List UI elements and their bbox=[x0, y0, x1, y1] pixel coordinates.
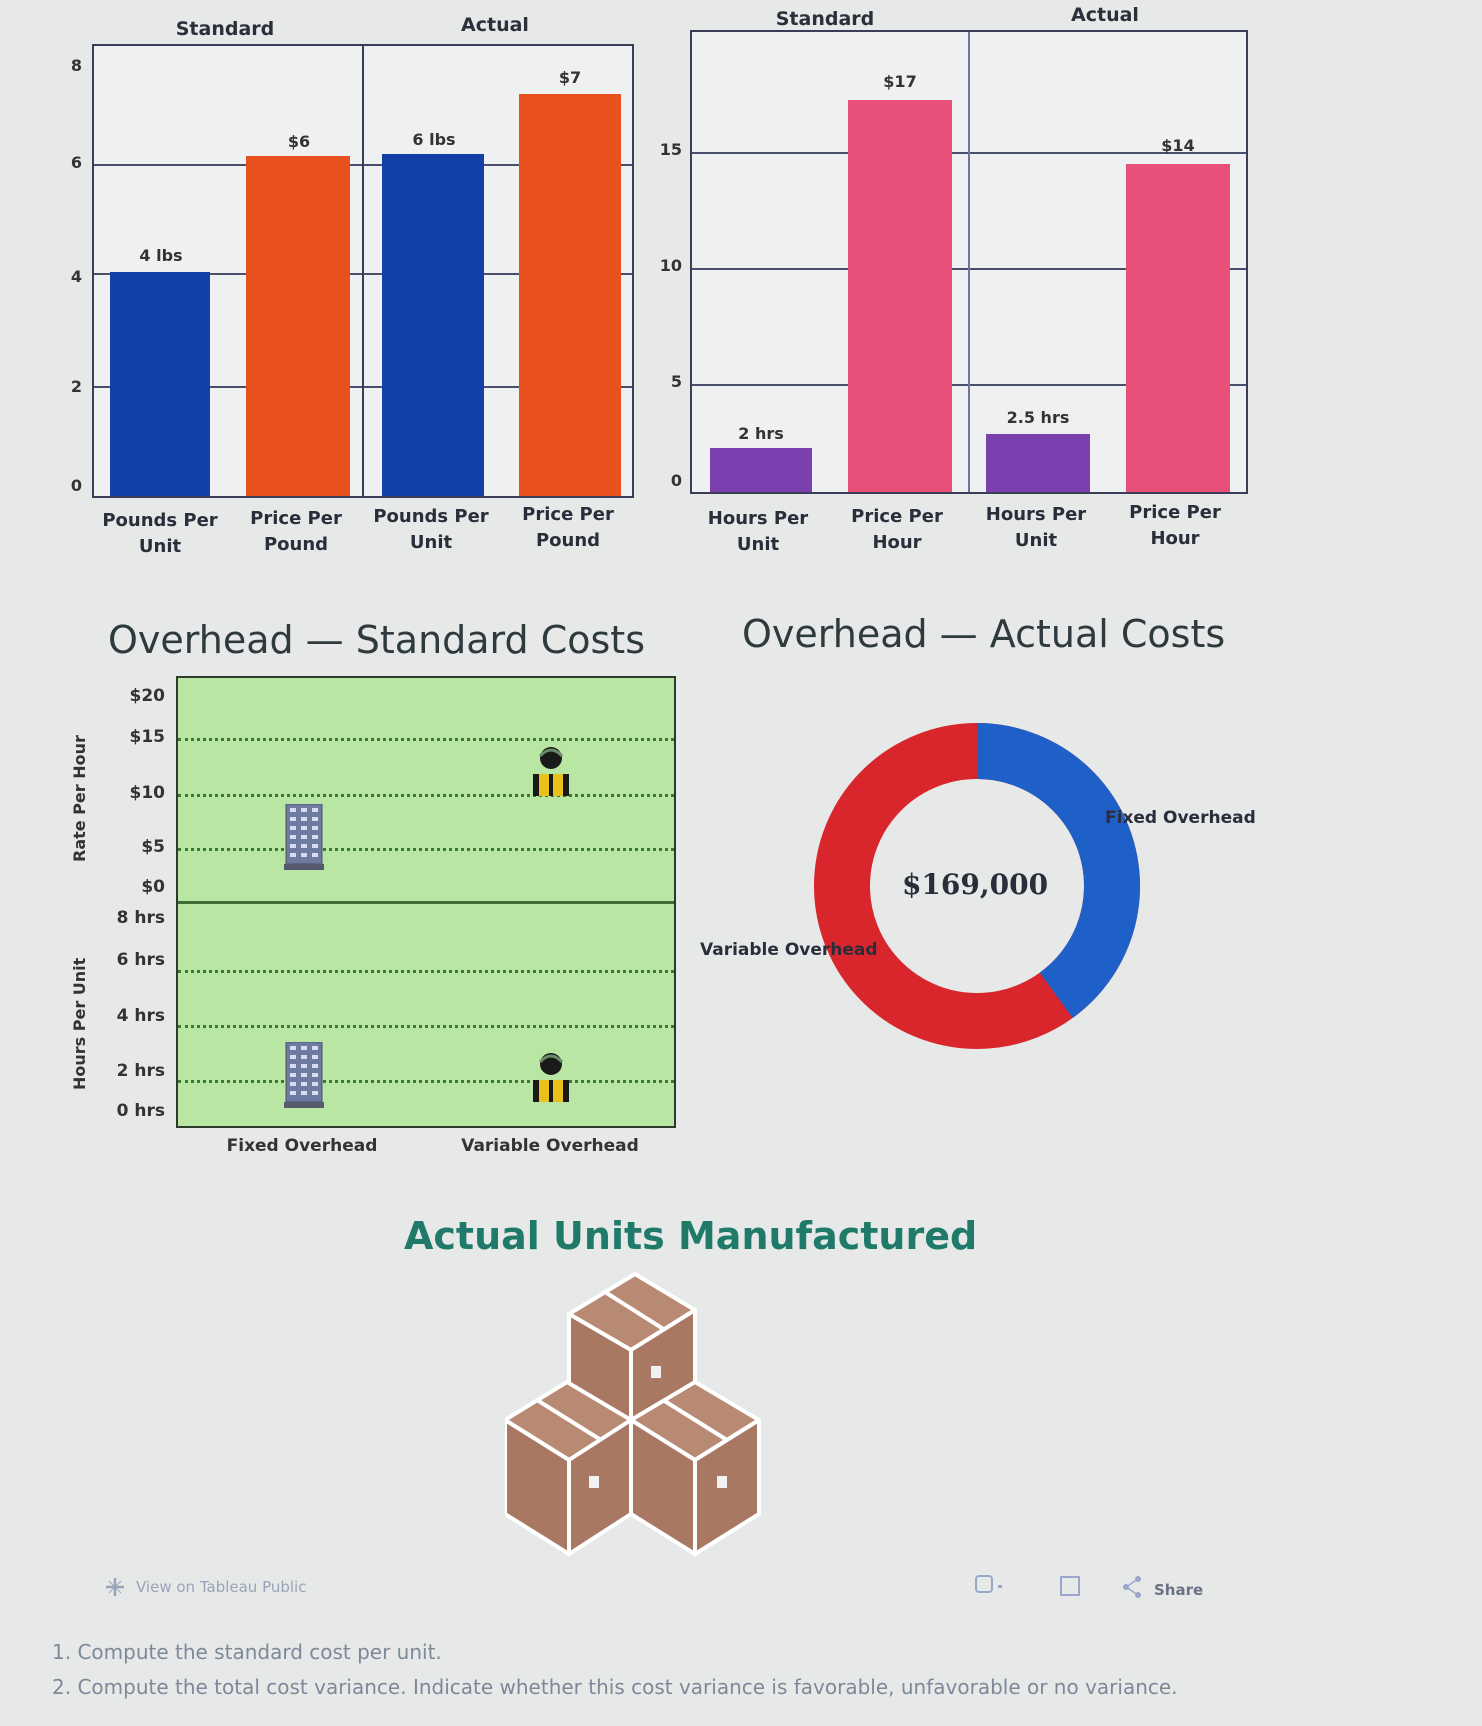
materials-ytick: 2 bbox=[70, 377, 82, 396]
bar-label: 6 lbs bbox=[412, 130, 456, 149]
bar-act-price-per-pound[interactable] bbox=[519, 94, 621, 496]
labor-header-standard: Standard bbox=[775, 8, 875, 30]
question-1: 1. Compute the standard cost per unit. bbox=[52, 1640, 442, 1664]
worker-icon[interactable] bbox=[530, 742, 572, 798]
bar-std-price-per-pound[interactable] bbox=[246, 156, 350, 496]
bar-label: 2 hrs bbox=[738, 424, 784, 443]
bar-act-pounds-per-unit[interactable] bbox=[382, 154, 484, 496]
bar-label: $7 bbox=[558, 68, 582, 87]
x-category-label: Price Per Pound bbox=[522, 504, 614, 551]
labor-ytick: 5 bbox=[670, 372, 682, 391]
bar-label: $17 bbox=[883, 72, 917, 91]
bar-std-price-per-hour[interactable] bbox=[848, 100, 952, 492]
donut-label-fixed: Fixed Overhead bbox=[1105, 808, 1256, 828]
hours-tick: 6 hrs bbox=[116, 950, 165, 970]
units-title: Actual Units Manufactured bbox=[404, 1214, 978, 1258]
x-category-label: Price Per Hour bbox=[1129, 502, 1221, 549]
bar-label: $6 bbox=[287, 132, 311, 151]
fullscreen-icon[interactable] bbox=[1058, 1574, 1082, 1598]
bar-std-pounds-per-unit[interactable] bbox=[110, 272, 210, 496]
x-category-label: Price Per Pound bbox=[250, 508, 342, 555]
materials-ytick: 0 bbox=[70, 476, 82, 495]
category-variable-overhead: Variable Overhead bbox=[461, 1136, 639, 1156]
view-on-tableau-link[interactable]: View on Tableau Public bbox=[136, 1578, 307, 1596]
labor-ytick: 10 bbox=[659, 256, 682, 275]
boxes-icon bbox=[503, 1270, 787, 1558]
bar-act-price-per-hour[interactable] bbox=[1126, 164, 1230, 492]
x-category-label: Pounds Per Unit bbox=[373, 506, 489, 553]
x-category-label: Hours Per Unit bbox=[985, 504, 1087, 551]
bar-std-hours-per-unit[interactable] bbox=[710, 448, 812, 492]
hours-axis-label: Hours Per Unit bbox=[70, 957, 89, 1090]
bar-label: 4 lbs bbox=[139, 246, 183, 265]
donut-chart[interactable] bbox=[813, 722, 1141, 1050]
rate-tick: $0 bbox=[141, 877, 165, 897]
bar-act-hours-per-unit[interactable] bbox=[986, 434, 1090, 492]
share-button[interactable]: Share bbox=[1154, 1581, 1204, 1599]
hours-tick: 2 hrs bbox=[116, 1061, 165, 1081]
labor-header-actual: Actual bbox=[1071, 4, 1139, 26]
building-icon[interactable] bbox=[284, 803, 324, 870]
materials-plot-area: 4 lbs $6 6 lbs $7 bbox=[92, 44, 634, 498]
building-icon[interactable] bbox=[284, 1041, 324, 1108]
rate-tick: $10 bbox=[129, 783, 166, 803]
donut-center-total: $169,000 bbox=[901, 868, 1049, 901]
category-fixed-overhead: Fixed Overhead bbox=[226, 1136, 378, 1156]
share-icon[interactable] bbox=[1120, 1574, 1146, 1600]
rate-tick: $20 bbox=[129, 686, 166, 706]
hours-tick: 0 hrs bbox=[116, 1101, 165, 1121]
overhead-actual-title: Overhead — Actual Costs bbox=[742, 612, 1226, 656]
labor-ytick: 15 bbox=[659, 140, 682, 159]
rate-axis-label: Rate Per Hour bbox=[70, 735, 89, 862]
rate-tick: $15 bbox=[129, 727, 166, 747]
tableau-logo-icon bbox=[104, 1576, 126, 1598]
panel-divider bbox=[362, 46, 364, 496]
labor-ytick: 0 bbox=[670, 471, 682, 490]
bar-label: 2.5 hrs bbox=[1006, 408, 1070, 427]
x-category-label: Hours Per Unit bbox=[707, 508, 809, 555]
materials-ytick: 4 bbox=[70, 267, 82, 286]
hours-tick: 8 hrs bbox=[116, 908, 165, 928]
panel-divider bbox=[968, 32, 970, 492]
labor-plot-area: 2 hrs $17 2.5 hrs $14 bbox=[690, 30, 1248, 494]
x-category-label: Pounds Per Unit bbox=[102, 510, 218, 557]
rate-tick: $5 bbox=[141, 837, 165, 857]
worker-icon[interactable] bbox=[530, 1048, 572, 1104]
materials-header-standard: Standard bbox=[175, 18, 275, 40]
question-2: 2. Compute the total cost variance. Indi… bbox=[52, 1675, 1178, 1699]
x-category-label: Price Per Hour bbox=[851, 506, 943, 553]
donut-label-variable: Variable Overhead bbox=[700, 940, 878, 960]
bar-label: $14 bbox=[1161, 136, 1195, 155]
materials-ytick: 6 bbox=[70, 153, 82, 172]
materials-header-actual: Actual bbox=[461, 14, 529, 36]
overhead-standard-plot bbox=[176, 676, 676, 1128]
overhead-standard-title: Overhead — Standard Costs bbox=[108, 618, 645, 662]
materials-ytick: 8 bbox=[70, 56, 82, 75]
hours-tick: 4 hrs bbox=[116, 1006, 165, 1026]
comment-icon[interactable] bbox=[974, 1574, 1004, 1600]
